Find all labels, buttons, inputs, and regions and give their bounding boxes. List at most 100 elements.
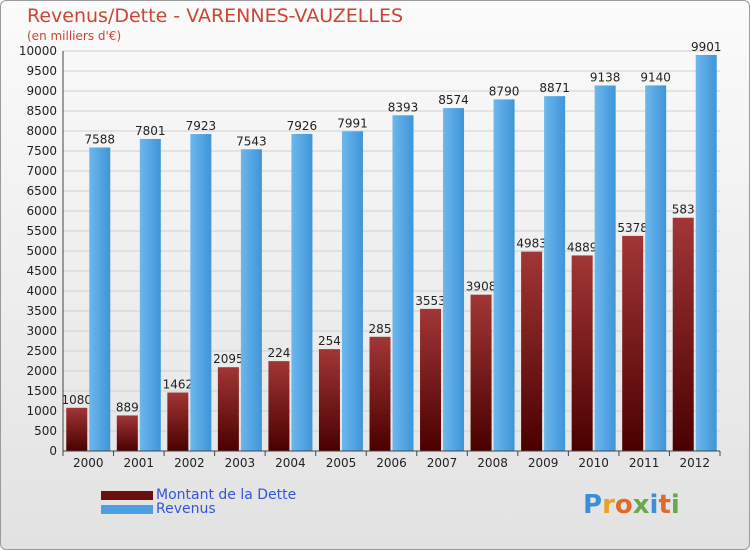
- y-tick-label: 6000: [26, 204, 57, 218]
- y-tick-label: 9500: [26, 64, 57, 78]
- data-label-revenus: 7801: [135, 124, 166, 138]
- legend-label-debt: Montant de la Dette: [156, 487, 297, 503]
- y-tick-label: 3000: [26, 324, 57, 338]
- bar-revenus: [443, 108, 465, 451]
- y-tick-label: 7000: [26, 164, 57, 178]
- logo-letter: t: [658, 490, 671, 520]
- bar-revenus: [341, 131, 363, 452]
- bar-revenus: [645, 85, 667, 452]
- bar-debt: [571, 255, 593, 451]
- logo-letter: P: [583, 490, 603, 520]
- bar-debt: [116, 415, 138, 451]
- data-label-revenus: 9140: [640, 70, 671, 84]
- data-label-debt: 3908: [466, 280, 497, 294]
- legend-swatch-revenus: [101, 505, 153, 514]
- bar-revenus: [89, 147, 111, 452]
- x-tick-label: 2000: [73, 456, 104, 470]
- bar-revenus: [493, 99, 515, 452]
- bar-revenus: [139, 138, 161, 451]
- bar-debt: [318, 349, 340, 451]
- logo-letter: x: [632, 490, 650, 520]
- data-label-revenus: 7991: [337, 116, 368, 130]
- data-label-revenus: 8790: [489, 84, 520, 98]
- y-tick-label: 1000: [26, 404, 57, 418]
- bar-revenus: [594, 85, 616, 451]
- data-label-debt: 5378: [617, 221, 648, 235]
- bar-debt: [268, 361, 290, 451]
- data-label-revenus: 8574: [438, 93, 469, 107]
- x-tick-label: 2012: [679, 456, 710, 470]
- proxiti-logo: Proxiti: [583, 490, 680, 520]
- bar-revenus: [291, 133, 313, 451]
- y-tick-label: 5500: [26, 224, 57, 238]
- y-tick-label: 2000: [26, 364, 57, 378]
- x-tick-label: 2011: [629, 456, 660, 470]
- bar-debt: [66, 407, 88, 451]
- bar-debt: [622, 235, 644, 451]
- y-tick-label: 3500: [26, 304, 57, 318]
- y-tick-label: 2500: [26, 344, 57, 358]
- bar-revenus: [190, 134, 212, 451]
- bar-debt: [167, 392, 189, 451]
- x-tick-label: 2010: [578, 456, 609, 470]
- x-tick-label: 2007: [427, 456, 458, 470]
- legend-item-revenus: Revenus: [101, 501, 401, 517]
- data-label-revenus: 7588: [84, 132, 115, 146]
- y-tick-label: 0: [49, 444, 57, 458]
- bar-revenus: [240, 149, 262, 451]
- data-label-revenus: 7923: [186, 119, 217, 133]
- logo-letter: r: [602, 490, 615, 520]
- y-tick-label: 4000: [26, 284, 57, 298]
- data-label-revenus: 9901: [691, 40, 722, 54]
- data-label-revenus: 8393: [388, 100, 419, 114]
- y-tick-label: 6500: [26, 184, 57, 198]
- data-label-debt: 3553: [415, 294, 446, 308]
- legend-label-revenus: Revenus: [156, 501, 216, 517]
- logo-letter: i: [649, 490, 659, 520]
- axes: 0 500 1000 1500 2000 2500 3000 3500 4000 4500 5000…: [19, 44, 721, 470]
- logo-letter: o: [614, 490, 633, 520]
- data-label-debt: 254: [318, 334, 341, 348]
- data-label-revenus: 7543: [236, 134, 267, 148]
- data-label-revenus: 7926: [287, 119, 318, 133]
- data-label-debt: 285: [369, 322, 392, 336]
- bar-debt: [470, 294, 492, 451]
- bar-debt: [217, 367, 239, 451]
- data-label-revenus: 8871: [539, 81, 570, 95]
- chart-title: Revenus/Dette - VARENNES-VAUZELLES: [27, 5, 404, 27]
- x-tick-label: 2004: [275, 456, 306, 470]
- x-tick-label: 2008: [477, 456, 508, 470]
- x-tick-label: 2005: [326, 456, 357, 470]
- bar-debt: [521, 251, 543, 451]
- y-tick-label: 500: [34, 424, 57, 438]
- x-tick-label: 2003: [225, 456, 256, 470]
- bar-revenus: [392, 115, 414, 451]
- y-tick-label: 9000: [26, 84, 57, 98]
- bars: 1080 7588 889 7801 1462 7923 2095 7543 224 7926 25…: [61, 40, 722, 452]
- y-tick-label: 7500: [26, 144, 57, 158]
- data-label-debt: 889: [116, 400, 139, 414]
- y-tick-label: 10000: [19, 44, 57, 58]
- logo-letter: i: [670, 490, 680, 520]
- data-label-revenus: 9138: [590, 70, 621, 84]
- y-tick-label: 4500: [26, 264, 57, 278]
- data-label-debt: 4983: [516, 237, 547, 251]
- bar-debt: [420, 308, 442, 451]
- x-tick-label: 2006: [376, 456, 407, 470]
- data-label-debt: 583: [672, 203, 695, 217]
- bar-revenus: [544, 96, 566, 451]
- legend-item-debt: Montant de la Dette: [101, 487, 401, 503]
- legend-swatch-debt: [101, 491, 153, 500]
- x-tick-label: 2001: [124, 456, 155, 470]
- bar-revenus: [695, 54, 717, 452]
- y-tick-label: 8500: [26, 104, 57, 118]
- bar-debt: [369, 336, 391, 451]
- y-tick-label: 8000: [26, 124, 57, 138]
- chart-subtitle: (en milliers d'€): [27, 29, 122, 43]
- data-label-debt: 1462: [163, 378, 194, 392]
- x-tick-label: 2002: [174, 456, 205, 470]
- x-tick-label: 2009: [528, 456, 559, 470]
- y-tick-label: 5000: [26, 244, 57, 258]
